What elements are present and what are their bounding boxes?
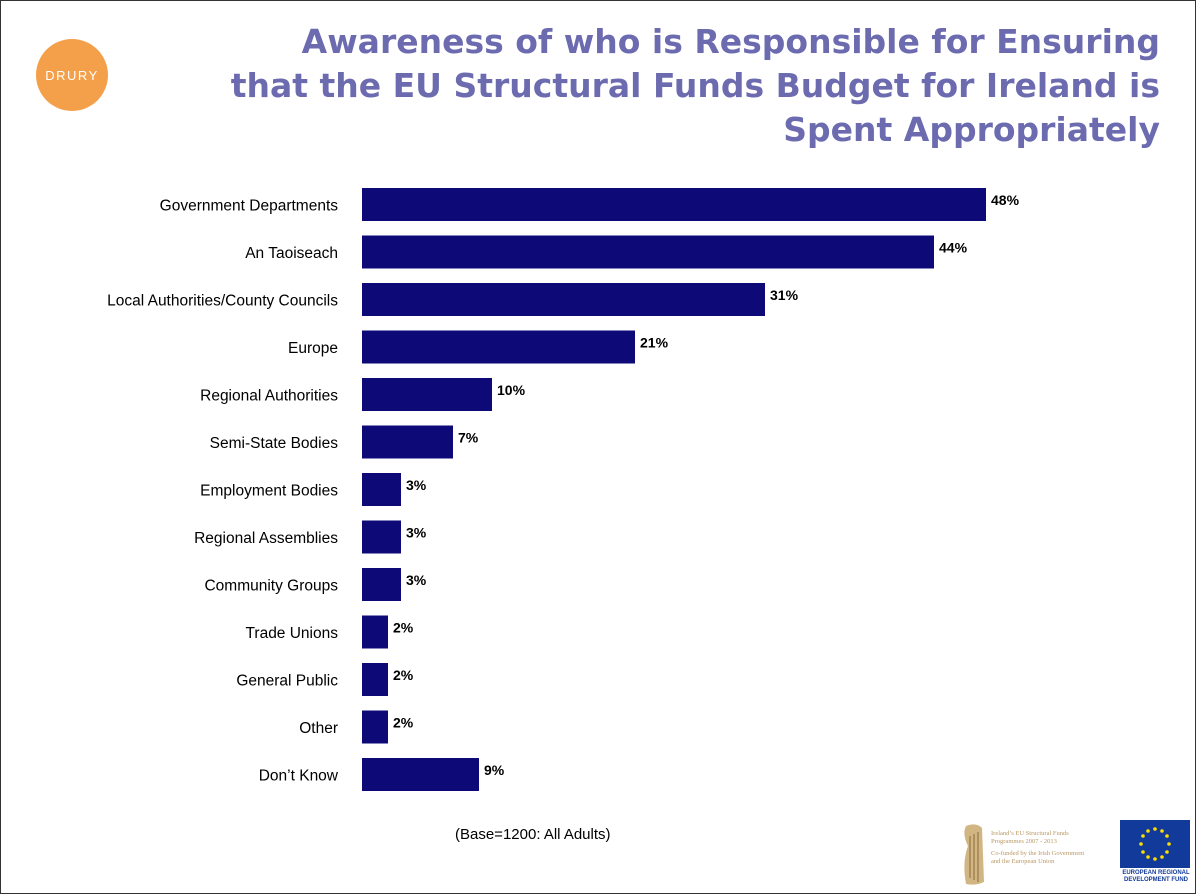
category-label: Other [299, 720, 338, 737]
category-label: Regional Authorities [200, 388, 338, 405]
value-label: 3% [406, 572, 427, 588]
value-label: 7% [458, 430, 479, 446]
category-label: Employment Bodies [200, 483, 338, 500]
bar [362, 188, 986, 221]
chart-title-line-2: that the EU Structural Funds Budget for … [230, 66, 1160, 105]
bar [362, 283, 765, 316]
ireland-funds-logo: Ireland’s EU Structural Funds Programmes… [958, 822, 1108, 890]
bar [362, 520, 401, 554]
eu-label-line-2: DEVELOPMENT FUND [1123, 877, 1188, 883]
value-label: 48% [991, 192, 1020, 208]
chart-title: Awareness of who is Responsible for Ensu… [150, 20, 1160, 152]
value-label: 44% [939, 240, 968, 256]
value-label: 9% [484, 762, 505, 778]
category-label: Trade Unions [246, 625, 339, 642]
category-label: Community Groups [204, 578, 338, 595]
bar [362, 710, 388, 744]
value-label: 3% [406, 477, 427, 493]
drury-logo-text: DRURY [45, 67, 99, 83]
value-label: 10% [497, 382, 526, 398]
bar [362, 473, 401, 506]
eu-logo: EUROPEAN REGIONAL DEVELOPMENT FUND [1118, 820, 1194, 894]
category-label: Europe [288, 340, 338, 357]
bar [362, 758, 479, 791]
category-label: Government Departments [160, 198, 339, 215]
eu-flag-icon [1120, 820, 1190, 868]
ireland-funds-line-3: Co-funded by the Irish Government [991, 850, 1085, 857]
ireland-funds-line-4: and the European Union [991, 858, 1055, 865]
category-label: Regional Assemblies [194, 530, 338, 547]
eu-label-line-1: EUROPEAN REGIONAL [1122, 870, 1190, 876]
value-label: 2% [393, 620, 414, 636]
bar [362, 615, 388, 649]
bar [362, 663, 388, 696]
value-label: 2% [393, 667, 414, 683]
value-label: 2% [393, 715, 414, 731]
eu-stars-icon [1139, 827, 1171, 861]
value-label: 31% [770, 287, 799, 303]
harp-icon [964, 824, 984, 885]
ireland-funds-line-2: Programmes 2007 - 2013 [991, 838, 1057, 845]
bar [362, 568, 401, 601]
value-label: 21% [640, 335, 669, 351]
chart-title-line-1: Awareness of who is Responsible for Ensu… [301, 22, 1160, 61]
category-label: General Public [236, 673, 338, 690]
bar [362, 235, 934, 269]
base-footnote: (Base=1200: All Adults) [455, 826, 611, 843]
category-label: Don’t Know [259, 768, 339, 785]
category-label: Semi-State Bodies [210, 435, 339, 452]
ireland-funds-line-1: Ireland’s EU Structural Funds [991, 830, 1069, 837]
bar [362, 378, 492, 411]
category-label: Local Authorities/County Councils [107, 293, 338, 310]
ireland-funds-text: Ireland’s EU Structural Funds Programmes… [991, 830, 1109, 866]
chart-title-line-3: Spent Appropriately [783, 110, 1160, 149]
value-label: 3% [406, 525, 427, 541]
bar [362, 425, 453, 459]
eu-label: EUROPEAN REGIONAL DEVELOPMENT FUND [1118, 870, 1194, 884]
category-label: An Taoiseach [245, 245, 338, 262]
bar [362, 330, 635, 364]
drury-logo: DRURY [36, 39, 108, 111]
